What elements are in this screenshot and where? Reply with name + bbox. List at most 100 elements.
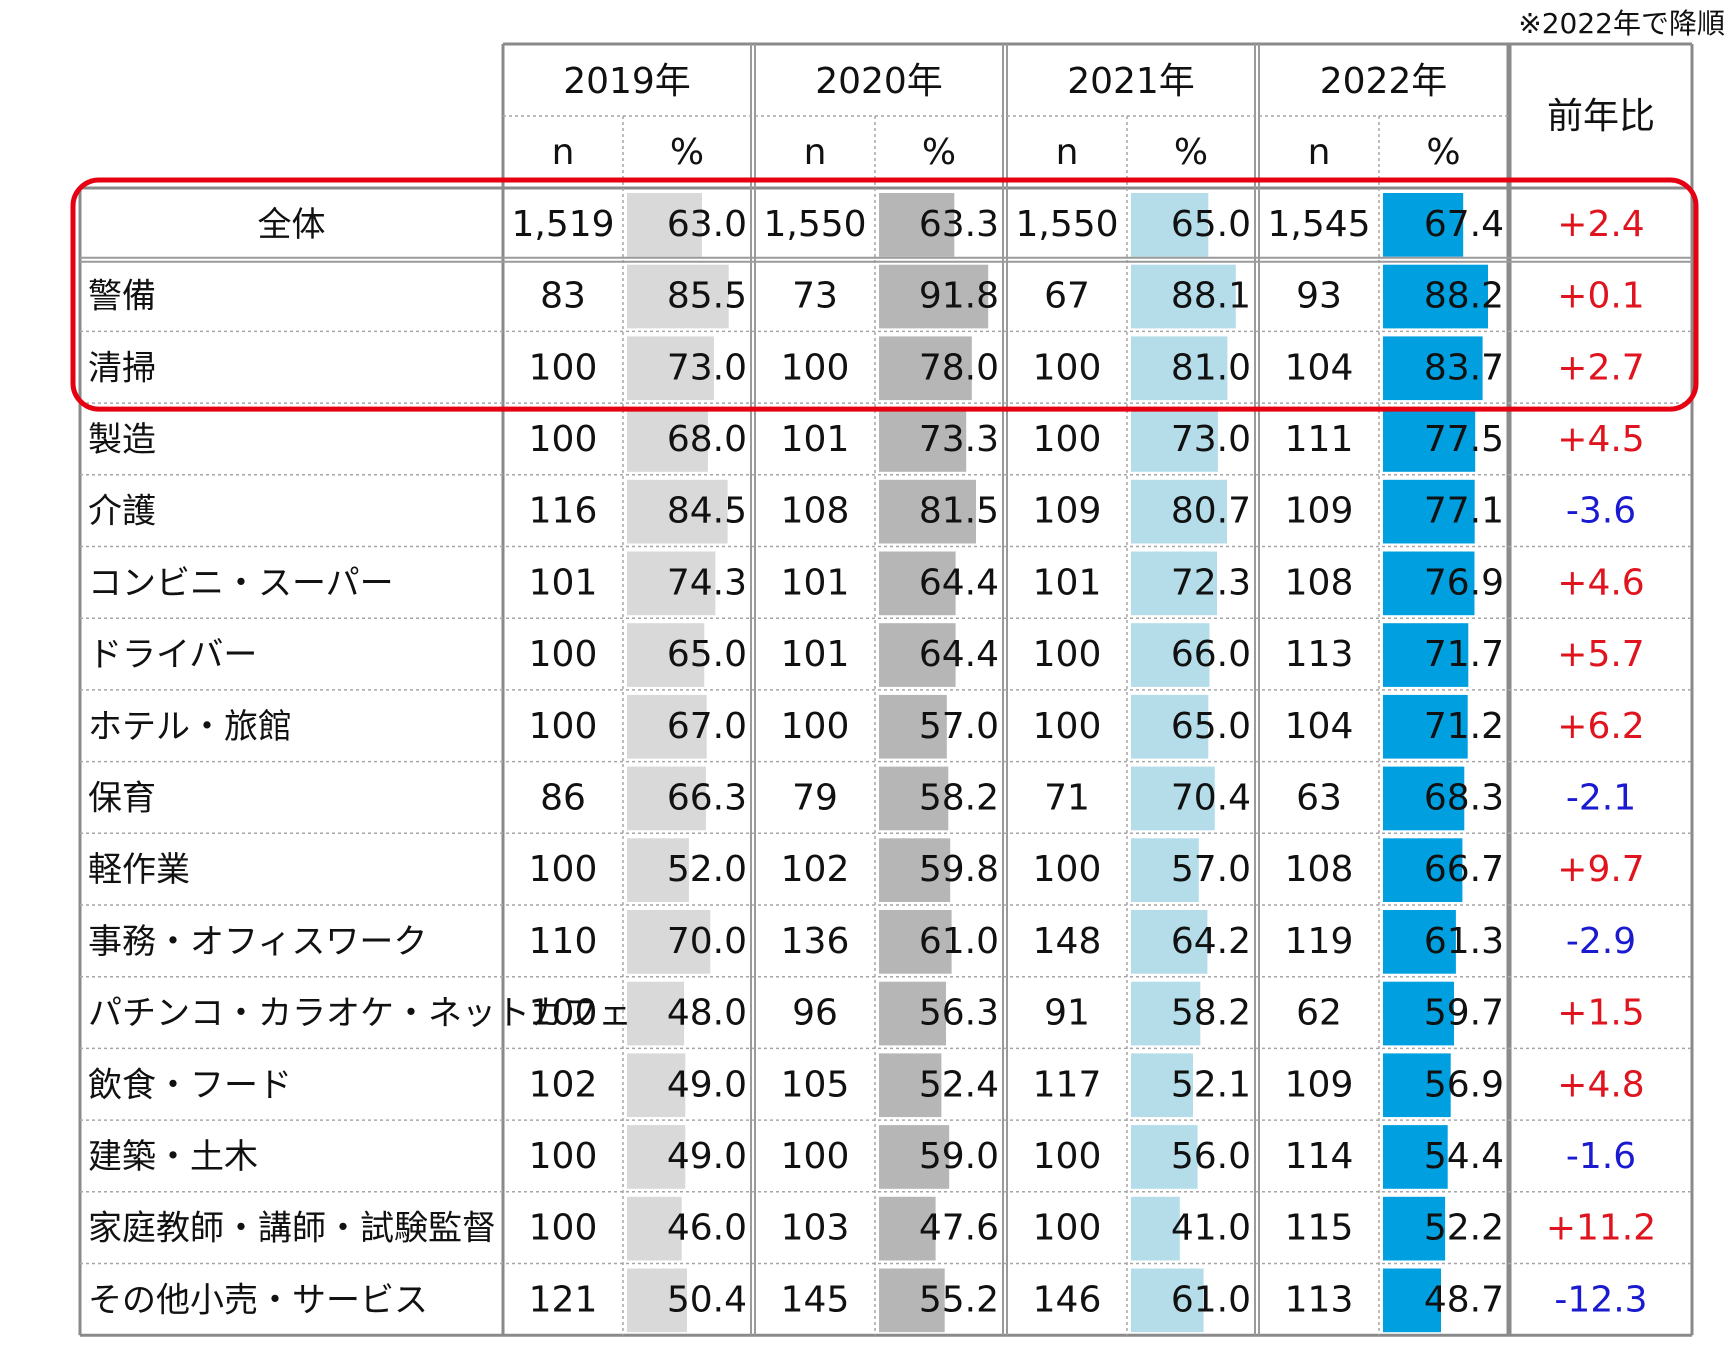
bar-2-5 [1131, 551, 1217, 616]
cell-pct-2-13: 56.0 [1171, 1136, 1251, 1177]
header-n-1: n [804, 132, 827, 173]
cell-change-5: +4.6 [1557, 562, 1644, 603]
cell-pct-2-1: 88.1 [1171, 276, 1251, 317]
cell-pct-0-15: 50.4 [667, 1279, 747, 1320]
bar-1-6 [879, 623, 956, 687]
highlight-frame [70, 177, 1699, 412]
cell-n-2-5: 101 [1033, 562, 1102, 603]
cell-n-3-7: 104 [1285, 706, 1354, 747]
bar-3-14 [1383, 1196, 1446, 1261]
bar-2-10 [1131, 910, 1208, 974]
cell-n-3-8: 63 [1296, 777, 1342, 818]
cell-pct-0-4: 84.5 [667, 491, 747, 532]
header-change: 前年比 [1547, 96, 1655, 137]
header-year-0: 2019年 [563, 61, 691, 102]
bar-3-13 [1383, 1125, 1448, 1189]
cell-change-8: -2.1 [1566, 777, 1636, 818]
cell-n-0-3: 100 [529, 419, 598, 460]
cell-n-2-13: 100 [1033, 1136, 1102, 1177]
cell-pct-1-11: 56.3 [919, 993, 999, 1034]
cell-n-1-6: 101 [781, 634, 850, 675]
bar-3-0 [1383, 193, 1464, 257]
cell-change-13: -1.6 [1566, 1136, 1636, 1177]
cell-n-3-13: 114 [1285, 1136, 1354, 1177]
bar-0-4 [627, 479, 728, 544]
bar-3-3 [1383, 408, 1476, 472]
bar-1-4 [879, 479, 976, 544]
cell-change-7: +6.2 [1557, 706, 1644, 747]
cell-n-0-5: 101 [529, 562, 598, 603]
bar-0-6 [627, 623, 705, 687]
cell-pct-3-4: 77.1 [1424, 491, 1504, 532]
bar-3-5 [1383, 551, 1475, 616]
cell-change-9: +9.7 [1557, 849, 1644, 890]
row-label-12: 飲食・フード [88, 1065, 292, 1105]
cell-n-3-14: 115 [1285, 1208, 1354, 1249]
bar-3-7 [1383, 694, 1468, 759]
cell-n-2-11: 91 [1044, 993, 1090, 1034]
cell-pct-1-3: 73.3 [919, 419, 999, 460]
cell-n-1-1: 73 [792, 276, 838, 317]
bar-2-4 [1131, 479, 1227, 544]
header-pct-3: % [1426, 132, 1460, 173]
bars-layer [627, 193, 1488, 1333]
row-label-6: ドライバー [88, 635, 257, 675]
bar-1-1 [879, 264, 989, 329]
cell-n-0-7: 100 [529, 706, 598, 747]
cell-pct-3-11: 59.7 [1424, 993, 1504, 1034]
cell-change-2: +2.7 [1557, 347, 1644, 388]
bar-0-11 [627, 981, 685, 1046]
cell-change-3: +4.5 [1557, 419, 1644, 460]
cell-pct-0-5: 74.3 [667, 562, 747, 603]
bar-2-1 [1131, 264, 1236, 329]
cell-n-0-15: 121 [529, 1279, 598, 1320]
cell-n-2-15: 146 [1033, 1279, 1102, 1320]
cell-pct-3-7: 71.2 [1424, 706, 1504, 747]
cell-n-1-11: 96 [792, 993, 838, 1034]
cell-pct-2-11: 58.2 [1171, 993, 1251, 1034]
cell-pct-0-11: 48.0 [667, 993, 747, 1034]
bar-0-1 [627, 264, 729, 329]
cell-pct-3-0: 67.4 [1424, 204, 1504, 245]
bar-1-15 [879, 1268, 945, 1333]
bar-2-6 [1131, 623, 1210, 687]
cell-n-0-8: 86 [540, 777, 586, 818]
cell-pct-3-9: 66.7 [1424, 849, 1504, 890]
cell-pct-1-0: 63.3 [919, 204, 999, 245]
bar-1-12 [879, 1053, 942, 1118]
cell-pct-1-10: 61.0 [919, 921, 999, 962]
cell-pct-0-12: 49.0 [667, 1064, 747, 1105]
cell-n-0-4: 116 [529, 491, 598, 532]
row-label-4: 介護 [88, 492, 156, 532]
cell-n-1-8: 79 [792, 777, 838, 818]
row-label-8: 保育 [88, 778, 156, 818]
cell-pct-1-2: 78.0 [919, 347, 999, 388]
bar-3-10 [1383, 910, 1456, 974]
cell-pct-2-5: 72.3 [1171, 562, 1251, 603]
cell-n-0-13: 100 [529, 1136, 598, 1177]
bar-0-15 [627, 1268, 687, 1333]
cell-n-1-12: 105 [781, 1064, 850, 1105]
row-label-2: 清掃 [88, 348, 156, 388]
cell-n-1-10: 136 [781, 921, 850, 962]
row-label-5: コンビニ・スーパー [88, 563, 394, 603]
bar-1-2 [879, 336, 972, 401]
bar-0-0 [627, 193, 702, 257]
cell-n-1-0: 1,550 [763, 204, 866, 245]
cell-pct-1-1: 91.8 [919, 276, 999, 317]
bar-2-11 [1131, 981, 1201, 1046]
cell-change-4: -3.6 [1566, 491, 1636, 532]
row-label-0: 全体 [258, 205, 326, 245]
cell-pct-1-5: 64.4 [919, 562, 999, 603]
row-label-13: 建築・土木 [88, 1137, 258, 1177]
cell-pct-2-2: 81.0 [1171, 347, 1251, 388]
cell-n-2-4: 109 [1033, 491, 1102, 532]
bar-2-3 [1131, 408, 1218, 472]
header-n-2: n [1056, 132, 1079, 173]
cell-pct-0-0: 63.0 [667, 204, 747, 245]
row-label-9: 軽作業 [88, 850, 190, 890]
cell-pct-3-12: 56.9 [1424, 1064, 1504, 1105]
cell-pct-0-1: 85.5 [667, 276, 747, 317]
cell-n-3-1: 93 [1296, 276, 1342, 317]
cell-n-3-4: 109 [1285, 491, 1354, 532]
